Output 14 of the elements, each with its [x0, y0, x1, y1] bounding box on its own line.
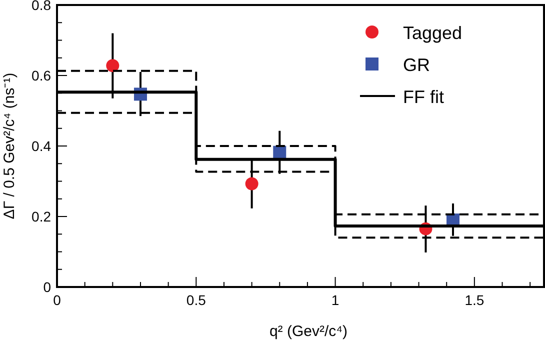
- legend-label: FF fit: [403, 87, 444, 107]
- x-axis-title: q² (Gev²/c⁴): [269, 323, 348, 340]
- legend-label: GR: [403, 55, 430, 75]
- y-tick-label: 0: [43, 279, 52, 295]
- x-tick-label: 1: [331, 292, 340, 308]
- y-tick-label: 0.6: [32, 68, 52, 84]
- y-tick-label: 0.2: [32, 208, 52, 224]
- y-tick-label: 0.4: [32, 138, 52, 154]
- x-tick-label: 0.5: [186, 292, 206, 308]
- legend-label: Tagged: [403, 23, 462, 43]
- y-tick-label: 0.8: [32, 0, 52, 13]
- x-tick-label: 0: [53, 292, 62, 308]
- y-axis-title: ΔΓ / 0.5 Gev²/c⁴ (ns⁻¹): [1, 72, 18, 220]
- x-tick-label: 1.5: [464, 292, 484, 308]
